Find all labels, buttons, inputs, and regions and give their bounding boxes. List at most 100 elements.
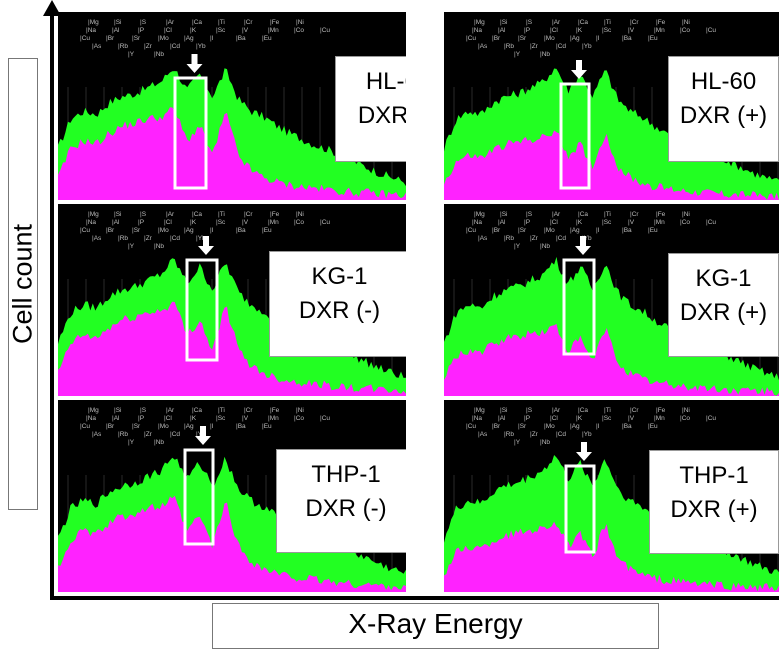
element-label: |Na: [472, 415, 482, 422]
peak-highlight-box: [564, 464, 596, 554]
cell-spectrum-area: [58, 495, 406, 592]
element-label: |Sc: [216, 27, 226, 34]
element-label: |Cu: [466, 227, 476, 234]
element-label: |V: [242, 415, 249, 422]
element-label: |Ca: [192, 211, 202, 218]
element-label: |Yb: [582, 235, 592, 242]
element-label: |Sc: [216, 219, 226, 226]
element-label: |Ar: [166, 407, 175, 414]
element-label: |As: [92, 235, 102, 242]
element-label: |Cu: [80, 423, 90, 430]
element-label: |Al: [498, 219, 506, 226]
element-label: |Sr: [518, 35, 527, 42]
cell-line-label: THP-1: [679, 462, 749, 489]
element-label: |Co: [680, 415, 690, 422]
element-label: |Mn: [654, 415, 665, 422]
element-label: |Co: [680, 27, 690, 34]
element-label: |Y: [514, 243, 521, 250]
element-label: |Y: [514, 51, 521, 58]
element-label: |Fe: [656, 19, 666, 26]
element-label: |Ag: [570, 35, 580, 42]
element-label: |Co: [294, 27, 304, 34]
element-label: |Mg: [88, 211, 99, 218]
element-label: |Mn: [654, 27, 665, 34]
cell-line-label: KG-1: [695, 265, 752, 292]
peak-arrow-icon: [186, 54, 203, 73]
element-label: |Cd: [556, 235, 566, 242]
element-label: |Cd: [170, 431, 180, 438]
element-label: |Al: [112, 27, 120, 34]
panel-label-box: KG-1 DXR (+): [668, 253, 779, 357]
element-label: |Yb: [196, 235, 206, 242]
element-label: |I: [596, 35, 600, 42]
element-label: |Sr: [132, 227, 141, 234]
element-label: |Nb: [154, 51, 164, 58]
element-label: |Rb: [118, 43, 128, 50]
element-label: |Sc: [216, 415, 226, 422]
cell-spectrum-area: [58, 107, 406, 200]
element-label: |Al: [498, 415, 506, 422]
peak-arrow-icon: [198, 236, 214, 255]
element-label: |V: [242, 219, 249, 226]
element-label: |Cd: [170, 235, 180, 242]
element-label: |Br: [106, 227, 115, 234]
element-label: |V: [242, 27, 249, 34]
element-label: |Cr: [630, 19, 639, 26]
element-label: |Eu: [648, 423, 658, 430]
cell-line-label: KG-1: [311, 263, 368, 290]
element-label: |Cr: [630, 211, 639, 218]
peak-arrow-icon: [571, 60, 587, 79]
element-label: |Cl: [164, 27, 172, 34]
element-label: |Mn: [268, 219, 279, 226]
spectrum-panel: |Mg |Si |S |Ar |Ca |Ti |Cr |Fe |Ni |Na |Al |P |Cl |K |…: [444, 204, 779, 396]
element-label: |Cu: [320, 415, 330, 422]
element-label: |Na: [86, 415, 96, 422]
element-label: |Mn: [268, 27, 279, 34]
element-label: |Ag: [184, 227, 194, 234]
spectrum-panel: |Mg |Si |S |Ar |Ca |Ti |Cr |Fe |Ni |Na |Al |P |Cl |K |…: [58, 204, 406, 396]
element-label: |Cu: [320, 27, 330, 34]
element-label: |Cr: [244, 211, 253, 218]
element-label: |Ca: [578, 211, 588, 218]
element-label: |Rb: [504, 235, 514, 242]
element-label: |Na: [86, 219, 96, 226]
spectrum-plot: |Mg |Si |S |Ar |Ca |Ti |Cr |Fe |Ni|Na |Al |P |Cl |K |…: [444, 19, 779, 200]
y-axis-arrow: [43, 0, 61, 16]
spectrum-panel: |Mg |Si |S |Ar |Ca |Ti |Cr |Fe |Ni |Na |Al |P |Cl |K |…: [444, 12, 779, 200]
element-label: |Mg: [88, 19, 99, 26]
element-label: |Sr: [518, 423, 527, 430]
element-label: |Yb: [196, 43, 206, 50]
element-label: |Ba: [622, 227, 632, 234]
element-label: |Eu: [262, 423, 272, 430]
treatment-label: DXR (+): [679, 102, 768, 129]
element-label: |Br: [492, 35, 501, 42]
element-label: |Ar: [552, 211, 561, 218]
element-label: |Ba: [236, 227, 246, 234]
element-label: |P: [138, 415, 144, 422]
element-label: |Ni: [682, 19, 690, 26]
element-label: |Co: [680, 219, 690, 226]
peak-arrow-icon: [195, 426, 211, 445]
element-label: |K: [576, 415, 583, 422]
element-label: |Mg: [88, 407, 99, 414]
element-label: |Mn: [268, 415, 279, 422]
element-label: |I: [210, 227, 214, 234]
peak-highlight-box: [183, 448, 215, 546]
element-label: |Cd: [170, 43, 180, 50]
element-label: |Al: [498, 27, 506, 34]
element-label: |Cd: [556, 43, 566, 50]
element-label: |Ag: [184, 35, 194, 42]
element-label: |Zr: [530, 235, 539, 242]
element-label: |Eu: [262, 35, 272, 42]
element-label: |Cu: [706, 219, 716, 226]
element-label: |Ag: [184, 423, 194, 430]
element-label: |Ti: [604, 19, 611, 26]
peak-highlight-box: [173, 76, 208, 190]
element-label: |K: [190, 415, 197, 422]
element-label: |Ni: [296, 19, 304, 26]
element-label: |Cu: [466, 35, 476, 42]
element-label: |Mo: [158, 423, 169, 430]
element-label: |K: [190, 27, 197, 34]
element-label: |Nb: [154, 439, 164, 446]
element-label: |Rb: [504, 43, 514, 50]
